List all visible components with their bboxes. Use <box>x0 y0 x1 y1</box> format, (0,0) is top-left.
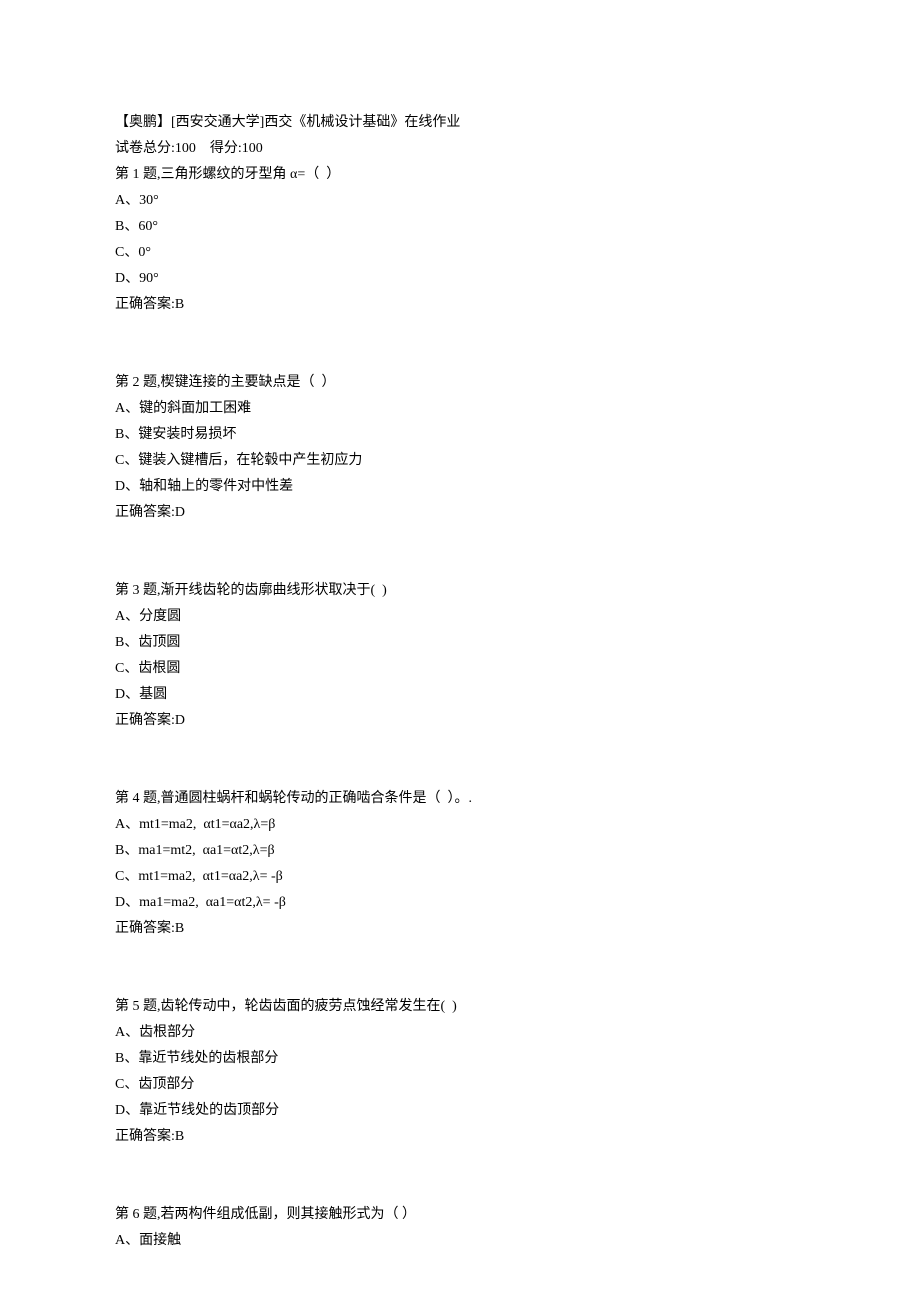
question-answer: 正确答案:D <box>115 500 805 526</box>
question-option: C、0° <box>115 240 805 266</box>
question-option: D、基圆 <box>115 682 805 708</box>
question-option: B、60° <box>115 214 805 240</box>
total-score-label: 试卷总分:100 <box>115 141 196 156</box>
question-1: 第 1 题,三角形螺纹的牙型角 α=（ ） A、30° B、60° C、0° D… <box>115 162 805 318</box>
question-option: A、键的斜面加工困难 <box>115 396 805 422</box>
score-label: 得分:100 <box>210 141 263 156</box>
question-option: B、键安装时易损坏 <box>115 422 805 448</box>
question-option: A、面接触 <box>115 1228 805 1254</box>
question-title: 第 4 题,普通圆柱蜗杆和蜗轮传动的正确啮合条件是（ ）。. <box>115 786 805 812</box>
question-answer: 正确答案:D <box>115 708 805 734</box>
question-option: D、ma1=ma2, αa1=αt2,λ= -β <box>115 890 805 916</box>
question-option: A、分度圆 <box>115 604 805 630</box>
question-title: 第 2 题,楔键连接的主要缺点是（ ） <box>115 370 805 396</box>
question-option: A、30° <box>115 188 805 214</box>
question-title: 第 1 题,三角形螺纹的牙型角 α=（ ） <box>115 162 805 188</box>
question-answer: 正确答案:B <box>115 1124 805 1150</box>
question-2: 第 2 题,楔键连接的主要缺点是（ ） A、键的斜面加工困难 B、键安装时易损坏… <box>115 370 805 526</box>
question-option: A、齿根部分 <box>115 1020 805 1046</box>
question-4: 第 4 题,普通圆柱蜗杆和蜗轮传动的正确啮合条件是（ ）。. A、mt1=ma2… <box>115 786 805 942</box>
question-5: 第 5 题,齿轮传动中，轮齿齿面的疲劳点蚀经常发生在( ) A、齿根部分 B、靠… <box>115 994 805 1150</box>
question-answer: 正确答案:B <box>115 916 805 942</box>
question-answer: 正确答案:B <box>115 292 805 318</box>
question-title: 第 5 题,齿轮传动中，轮齿齿面的疲劳点蚀经常发生在( ) <box>115 994 805 1020</box>
score-gap <box>196 141 210 156</box>
score-line: 试卷总分:100 得分:100 <box>115 136 805 162</box>
question-option: D、90° <box>115 266 805 292</box>
question-option: C、键装入键槽后，在轮毂中产生初应力 <box>115 448 805 474</box>
question-title: 第 6 题,若两构件组成低副，则其接触形式为（ ） <box>115 1202 805 1228</box>
question-option: C、齿根圆 <box>115 656 805 682</box>
question-option: D、靠近节线处的齿顶部分 <box>115 1098 805 1124</box>
question-3: 第 3 题,渐开线齿轮的齿廓曲线形状取决于( ) A、分度圆 B、齿顶圆 C、齿… <box>115 578 805 734</box>
question-title: 第 3 题,渐开线齿轮的齿廓曲线形状取决于( ) <box>115 578 805 604</box>
question-option: C、齿顶部分 <box>115 1072 805 1098</box>
question-option: A、mt1=ma2, αt1=αa2,λ=β <box>115 812 805 838</box>
question-option: B、齿顶圆 <box>115 630 805 656</box>
question-option: C、mt1=ma2, αt1=αa2,λ= -β <box>115 864 805 890</box>
document-title: 【奥鹏】[西安交通大学]西交《机械设计基础》在线作业 <box>115 110 805 136</box>
question-option: B、ma1=mt2, αa1=αt2,λ=β <box>115 838 805 864</box>
question-option: D、轴和轴上的零件对中性差 <box>115 474 805 500</box>
question-6: 第 6 题,若两构件组成低副，则其接触形式为（ ） A、面接触 <box>115 1202 805 1254</box>
question-option: B、靠近节线处的齿根部分 <box>115 1046 805 1072</box>
document-header: 【奥鹏】[西安交通大学]西交《机械设计基础》在线作业 试卷总分:100 得分:1… <box>115 110 805 162</box>
